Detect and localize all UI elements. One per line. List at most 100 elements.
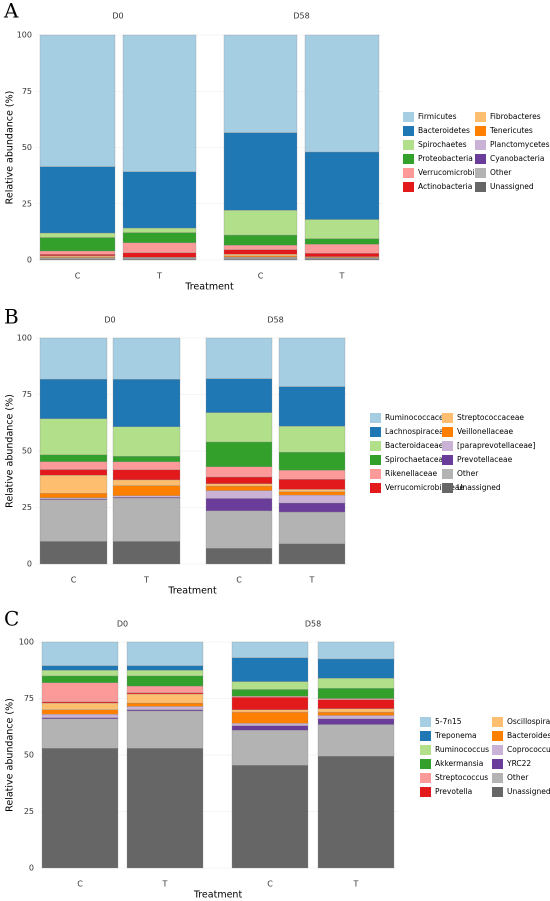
bar-segment bbox=[231, 723, 309, 726]
bar-segment bbox=[112, 461, 181, 470]
bar-segment bbox=[41, 748, 119, 869]
legend-label: Akkermansia bbox=[435, 759, 483, 768]
bar-segment bbox=[205, 378, 273, 413]
facet-label: D0 bbox=[112, 12, 123, 21]
bar-segment bbox=[112, 497, 181, 542]
y-tick-label: 0 bbox=[27, 256, 32, 265]
bar-segment bbox=[39, 418, 108, 455]
legend-key bbox=[370, 413, 381, 423]
bar-segment bbox=[126, 675, 204, 687]
bar-segment bbox=[317, 641, 395, 660]
bar-segment bbox=[122, 232, 197, 243]
bar-segment bbox=[39, 250, 116, 255]
x-tick-label: C bbox=[71, 576, 77, 585]
x-tick-label: C bbox=[77, 880, 83, 889]
legend-label: Treponema bbox=[434, 731, 477, 740]
legend-label: Other bbox=[507, 773, 529, 782]
bar-segment bbox=[278, 491, 346, 496]
bar-segment bbox=[278, 494, 346, 504]
bar-segment bbox=[205, 498, 273, 512]
y-tick-label: 75 bbox=[22, 390, 32, 399]
legend-label: Planctomycetes bbox=[490, 140, 550, 149]
y-axis-label: Relative abundance (%) bbox=[5, 91, 16, 205]
bar-segment bbox=[317, 678, 395, 689]
panel-label: B bbox=[4, 305, 19, 329]
bar-segment bbox=[317, 699, 395, 709]
legend-key bbox=[492, 787, 503, 797]
y-tick-label: 25 bbox=[22, 503, 32, 512]
legend-key bbox=[442, 441, 453, 451]
legend-label: YRC22 bbox=[506, 759, 531, 768]
bar-segment bbox=[122, 252, 197, 258]
bar-segment bbox=[223, 210, 298, 236]
legend-label: Coprococcus bbox=[507, 745, 550, 754]
bar-segment bbox=[126, 670, 204, 677]
y-tick-label: 50 bbox=[24, 751, 34, 760]
legend-label: Spirochaetes bbox=[418, 140, 467, 149]
legend-label: Other bbox=[490, 168, 512, 177]
y-tick-label: 0 bbox=[27, 560, 32, 569]
legend-label: Lachnospiraceae bbox=[385, 427, 449, 436]
legend-key bbox=[475, 126, 486, 136]
bar-segment bbox=[39, 461, 108, 470]
bar-segment bbox=[304, 34, 380, 153]
x-tick-label: T bbox=[162, 880, 168, 889]
bar-segment bbox=[205, 548, 273, 565]
bar-segment bbox=[126, 685, 204, 694]
bar-segment bbox=[278, 386, 346, 427]
bar-segment bbox=[223, 253, 298, 257]
panel-label: C bbox=[4, 607, 19, 631]
bar-segment bbox=[41, 718, 119, 749]
legend-key bbox=[475, 112, 486, 122]
legend-label: Spirochaetaceae bbox=[385, 455, 448, 464]
legend-key bbox=[492, 745, 503, 755]
bar-segment bbox=[39, 337, 108, 380]
bar-segment bbox=[126, 748, 204, 869]
legend-label: Other bbox=[457, 469, 479, 478]
bar-segment bbox=[122, 227, 197, 233]
y-tick-label: 0 bbox=[29, 864, 34, 873]
bar-segment bbox=[304, 151, 380, 220]
x-tick-label: C bbox=[75, 272, 81, 281]
bar-segment bbox=[304, 238, 380, 245]
bar-segment bbox=[126, 709, 204, 712]
bar-segment bbox=[205, 490, 273, 499]
bar-segment bbox=[41, 665, 119, 671]
bar-segment bbox=[205, 466, 273, 478]
y-tick-label: 50 bbox=[22, 143, 32, 152]
legend-key bbox=[420, 787, 431, 797]
facet-label: D58 bbox=[305, 620, 321, 629]
legend-label: Fibrobacteres bbox=[490, 112, 541, 121]
facet-label: D0 bbox=[104, 316, 115, 325]
panel-label: A bbox=[3, 0, 19, 23]
bar-segment bbox=[39, 34, 116, 167]
legend-label: Streptococcaceae bbox=[457, 413, 524, 422]
legend-key bbox=[475, 154, 486, 164]
bar-segment bbox=[39, 255, 116, 258]
bar-segment bbox=[278, 425, 346, 453]
legend-key bbox=[420, 731, 431, 741]
x-tick-label: T bbox=[309, 576, 315, 585]
bar-segment bbox=[223, 244, 298, 250]
bar-segment bbox=[231, 696, 309, 698]
x-tick-label: T bbox=[156, 272, 162, 281]
legend-key bbox=[370, 469, 381, 479]
legend-key bbox=[492, 731, 503, 741]
bar-segment bbox=[41, 709, 119, 715]
bar-segment bbox=[112, 479, 181, 486]
x-tick-label: C bbox=[267, 880, 273, 889]
facet-label: D58 bbox=[267, 316, 283, 325]
bar-segment bbox=[39, 493, 108, 498]
legend-label: Prevotella bbox=[435, 787, 472, 796]
legend-label: Unassigned bbox=[490, 182, 534, 191]
legend-label: Bacteroidetes bbox=[418, 126, 470, 135]
bar-segment bbox=[231, 681, 309, 690]
bar-segment bbox=[39, 166, 116, 234]
bar-segment bbox=[122, 242, 197, 253]
legend-key bbox=[420, 759, 431, 769]
bar-segment bbox=[223, 132, 298, 211]
bar-segment bbox=[231, 641, 309, 658]
bar-segment bbox=[278, 470, 346, 480]
bar-segment bbox=[39, 454, 108, 462]
bar-segment bbox=[112, 485, 181, 496]
